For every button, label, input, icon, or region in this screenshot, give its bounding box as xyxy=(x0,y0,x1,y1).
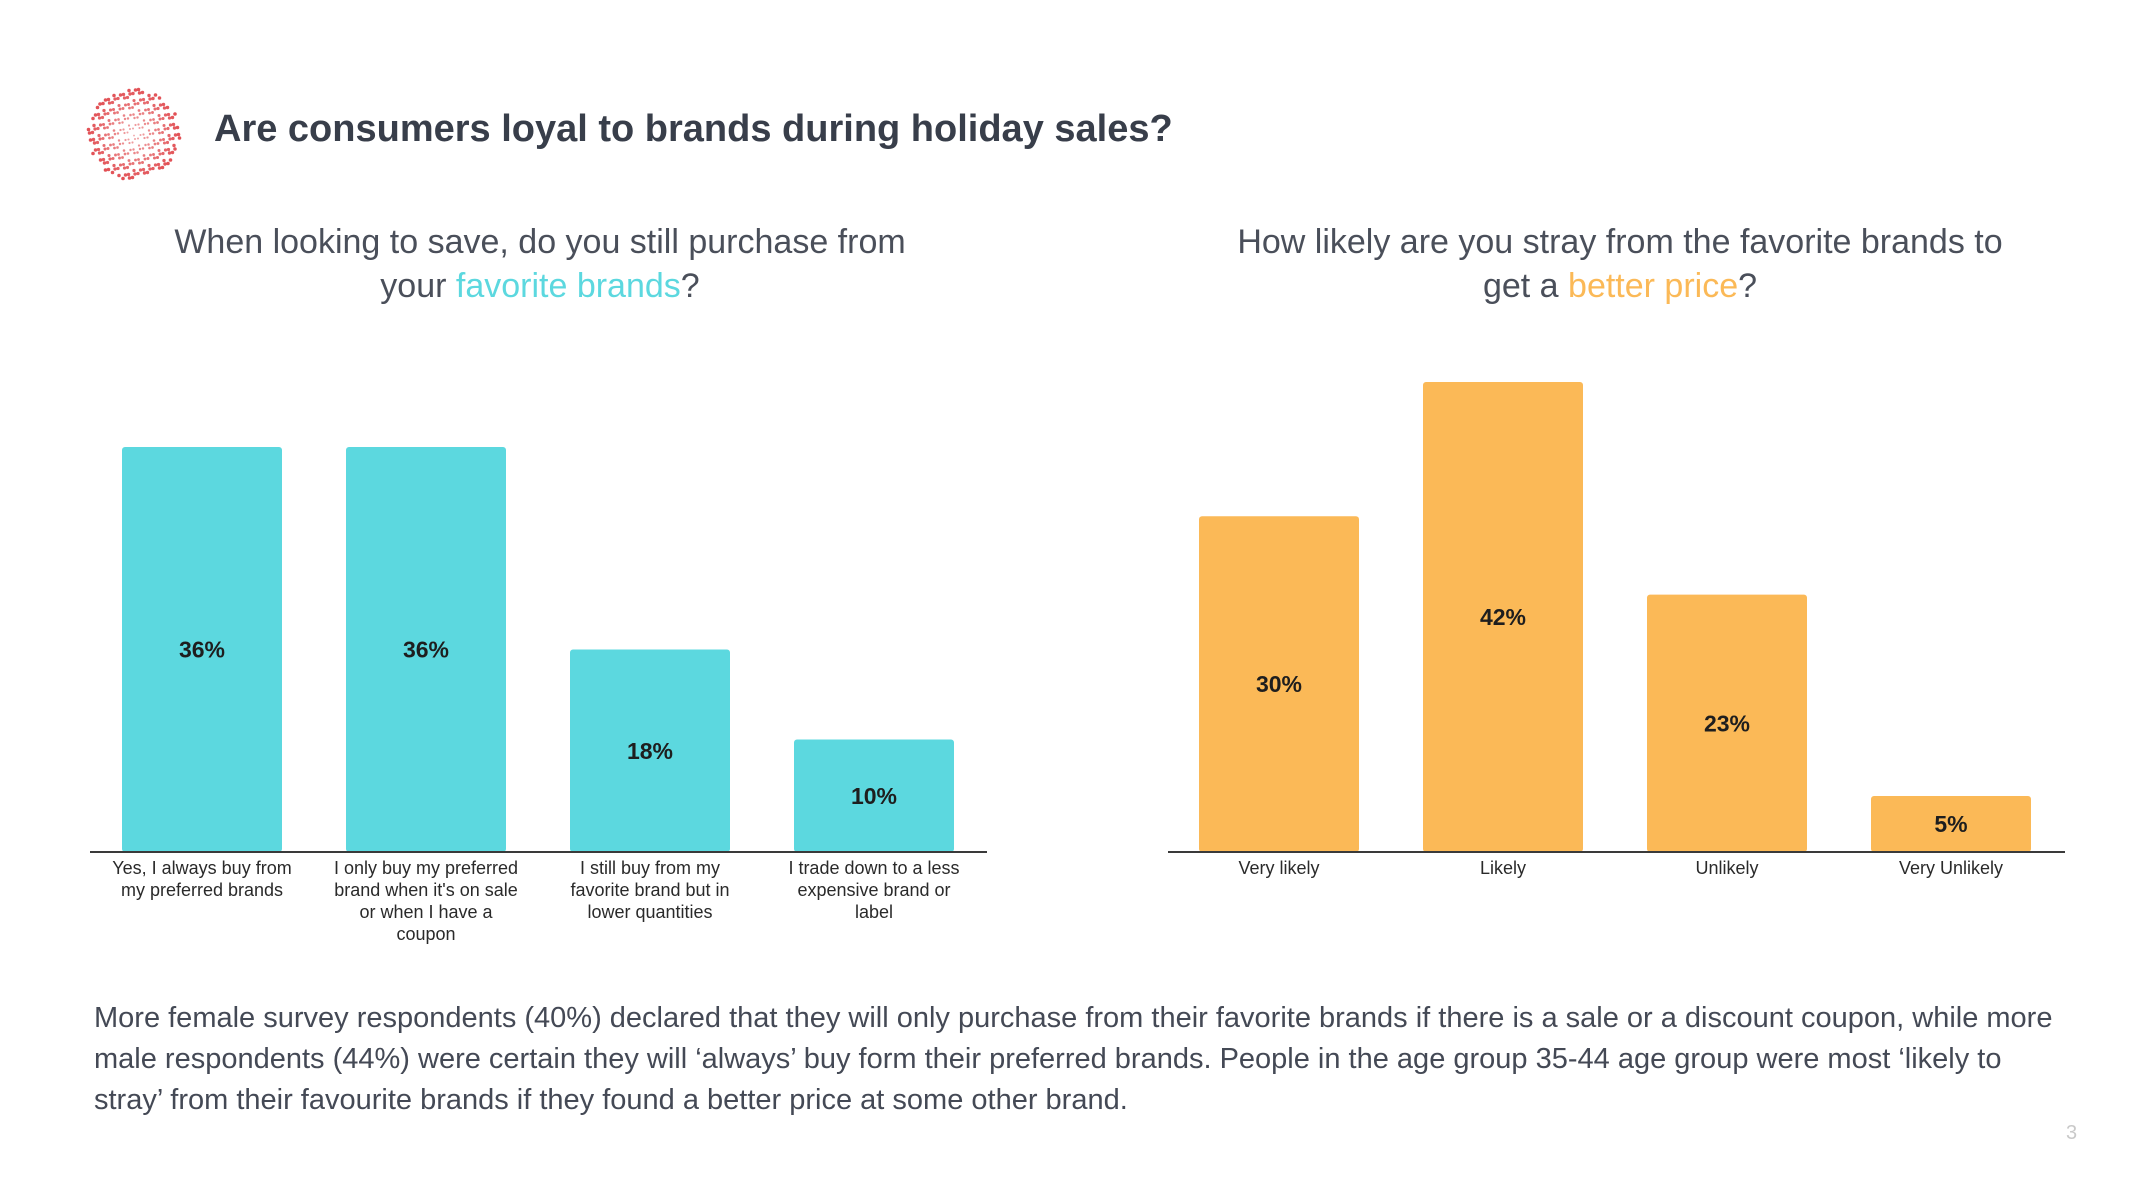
better-price-category-label-4-line-1: Very Unlikely xyxy=(1899,858,2003,878)
favorite-brands-category-label-3-line-3: lower quantities xyxy=(587,902,712,922)
better-price-category-label-3: Unlikely xyxy=(1695,858,1758,878)
better-price-category-label-2-line-1: Likely xyxy=(1480,858,1526,878)
favorite-brands-category-label-3-line-2: favorite brand but in xyxy=(570,880,729,900)
page-title: Are consumers loyal to brands during hol… xyxy=(214,108,1173,150)
favorite-brands-value-label-4: 10% xyxy=(851,783,897,809)
left-chart-subtitle: When looking to save, do you still purch… xyxy=(100,220,980,308)
better-price-bar-1 xyxy=(1199,516,1359,852)
favorite-brands-category-label-3: I still buy from my favorite brand but in… xyxy=(570,858,729,922)
favorite-brands-category-label-1-line-2: my preferred brands xyxy=(121,880,283,900)
favorite-brands-category-label-1-line-1: Yes, I always buy from xyxy=(112,858,291,878)
better-price-category-label-3-line-1: Unlikely xyxy=(1695,858,1758,878)
favorite-brands-category-label-4-line-2: expensive brand or xyxy=(797,880,950,900)
better-price-category-label-1-line-1: Very likely xyxy=(1238,858,1319,878)
favorite-brands-category-label-1: Yes, I always buy from my preferred brand… xyxy=(112,858,291,900)
left-subtitle-prefix: your xyxy=(380,267,456,305)
better-price-category-label-4: Very Unlikely xyxy=(1899,858,2003,878)
left-subtitle-suffix: ? xyxy=(680,267,700,305)
right-subtitle-prefix: get a xyxy=(1482,267,1569,305)
right-subtitle-line-2: get a better price? xyxy=(1170,264,2070,308)
favorite-brands-category-label-3-line-1: I still buy from my xyxy=(580,858,720,878)
right-subtitle-line-1: How likely are you stray from the favori… xyxy=(1237,223,2003,261)
better-price-category-label-1: Very likely xyxy=(1238,858,1319,878)
better-price-value-label-1: 30% xyxy=(1256,671,1302,697)
better-price-value-label-3: 23% xyxy=(1704,710,1750,736)
favorite-brands-bar-chart: 36% Yes, I always buy from my preferred br… xyxy=(90,447,987,944)
favorite-brands-bar-4 xyxy=(794,739,954,852)
favorite-brands-bar-1 xyxy=(122,447,282,852)
left-subtitle-line-2: your favorite brands? xyxy=(100,264,980,308)
favorite-brands-bar-2 xyxy=(346,447,506,852)
right-subtitle-suffix: ? xyxy=(1738,267,1758,305)
favorite-brands-category-label-2-line-2: brand when it's on sale xyxy=(334,880,518,900)
favorite-brands-category-label-2-line-3: or when I have a xyxy=(359,902,493,922)
right-chart-subtitle: How likely are you stray from the favori… xyxy=(1170,220,2070,308)
better-price-bar-4 xyxy=(1871,796,2031,852)
right-subtitle-highlight: better price xyxy=(1568,267,1739,305)
better-price-category-label-2: Likely xyxy=(1480,858,1526,878)
favorite-brands-category-label-4: I trade down to a less expensive brand or… xyxy=(788,858,959,922)
favorite-brands-category-label-4-line-3: label xyxy=(855,902,893,922)
favorite-brands-value-label-3: 18% xyxy=(627,738,673,764)
favorite-brands-category-label-2: I only buy my preferred brand when it's o… xyxy=(334,858,518,944)
left-subtitle-line-1: When looking to save, do you still purch… xyxy=(174,223,906,261)
favorite-brands-bar-3 xyxy=(570,649,730,852)
better-price-value-label-2: 42% xyxy=(1480,604,1526,630)
better-price-bar-3 xyxy=(1647,594,1807,852)
page-number: 3 xyxy=(2066,1122,2078,1144)
better-price-bar-2 xyxy=(1423,382,1583,852)
left-subtitle-highlight: favorite brands xyxy=(455,267,681,305)
better-price-bar-chart: 30% Very likely 42% Likely 23% Unlikely 5% Very… xyxy=(1168,382,2065,878)
favorite-brands-category-label-2-line-4: coupon xyxy=(396,924,455,944)
favorite-brands-category-label-4-line-1: I trade down to a less xyxy=(788,858,959,878)
better-price-value-label-4: 5% xyxy=(1934,811,1967,837)
footnote-text: More female survey respondents (40%) dec… xyxy=(94,1002,2053,1116)
favorite-brands-value-label-2: 36% xyxy=(403,637,449,663)
favorite-brands-value-label-1: 36% xyxy=(179,637,225,663)
favorite-brands-category-label-2-line-1: I only buy my preferred xyxy=(334,858,518,878)
brand-logo-icon xyxy=(86,87,182,181)
